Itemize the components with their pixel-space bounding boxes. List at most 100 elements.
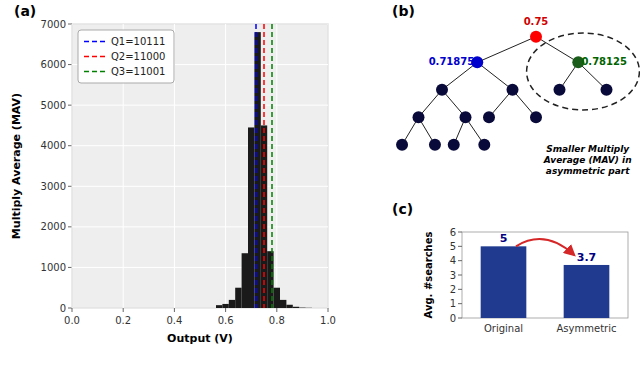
tick bbox=[174, 308, 175, 312]
reference-line bbox=[263, 24, 265, 308]
group-outline bbox=[527, 33, 640, 110]
data-label: 3.7 bbox=[577, 251, 597, 264]
tick-label: 5000 bbox=[41, 100, 66, 111]
y-axis-label: Multiply Average (MAV) bbox=[10, 93, 23, 239]
grid-line bbox=[72, 226, 328, 227]
tick bbox=[328, 308, 329, 312]
tick bbox=[458, 303, 462, 304]
grid-line bbox=[276, 24, 277, 308]
tick bbox=[458, 246, 462, 247]
tree-node bbox=[530, 31, 542, 43]
histogram-bar bbox=[306, 307, 312, 308]
histogram-bar bbox=[216, 305, 222, 308]
tick-label: 4 bbox=[450, 255, 456, 266]
tick-label: Original bbox=[484, 323, 523, 334]
grid-line bbox=[72, 145, 328, 146]
tick-label: 7000 bbox=[41, 19, 66, 30]
tree-edge bbox=[477, 37, 536, 63]
tick bbox=[68, 145, 72, 146]
bar bbox=[481, 246, 527, 318]
histogram-panel: (a)010002000300040005000600070000.00.20.… bbox=[10, 3, 336, 345]
tree-node bbox=[396, 139, 408, 151]
histogram-bar bbox=[222, 304, 228, 308]
plot-frame bbox=[462, 232, 628, 318]
annotation-line: Smaller Multiply bbox=[546, 144, 630, 154]
tree-panel: (b)0.750.718750.78125Smaller MultiplyAve… bbox=[392, 3, 639, 176]
tick-label: 1000 bbox=[41, 262, 66, 273]
annotation-line: Average (MAV) in bbox=[543, 155, 632, 165]
tick-label: 6 bbox=[450, 227, 456, 238]
tick bbox=[68, 24, 72, 25]
legend-entry: Q3=11001 bbox=[111, 66, 165, 77]
tick bbox=[68, 105, 72, 106]
tick bbox=[276, 308, 277, 312]
annotation-line: asymmetric part bbox=[546, 166, 630, 176]
tick bbox=[68, 267, 72, 268]
grid-line bbox=[72, 24, 328, 25]
figure: (a)010002000300040005000600070000.00.20.… bbox=[0, 0, 640, 370]
tick-label: 4000 bbox=[41, 140, 66, 151]
y-axis-label: Avg. #searches bbox=[423, 231, 434, 318]
tick bbox=[458, 260, 462, 261]
tick bbox=[68, 308, 72, 309]
tick-label: 0 bbox=[60, 303, 66, 314]
histogram-bar bbox=[242, 253, 248, 308]
grid-line bbox=[72, 24, 73, 308]
tick-label: 1.0 bbox=[320, 315, 336, 326]
tree-node bbox=[460, 111, 472, 123]
tick-label: 6000 bbox=[41, 59, 66, 70]
tree-node bbox=[429, 139, 441, 151]
tick-label: 3 bbox=[450, 270, 456, 281]
tick-label: 0.6 bbox=[218, 315, 234, 326]
tick bbox=[68, 64, 72, 65]
histogram-bar bbox=[229, 300, 235, 308]
legend-box bbox=[78, 30, 174, 83]
data-label: 0.75 bbox=[524, 16, 549, 27]
tick-label: 2000 bbox=[41, 221, 66, 232]
grid-line bbox=[72, 186, 328, 187]
data-label: 0.71875 bbox=[429, 56, 475, 67]
panel-label: (b) bbox=[392, 3, 415, 19]
grid-line bbox=[72, 105, 328, 106]
tick bbox=[458, 289, 462, 290]
tick bbox=[458, 275, 462, 276]
tick bbox=[225, 308, 226, 312]
tick bbox=[68, 186, 72, 187]
plot-area bbox=[72, 24, 328, 308]
tree-node bbox=[554, 84, 566, 96]
tick-label: 0 bbox=[450, 313, 456, 324]
grid-line bbox=[225, 24, 226, 308]
tree-node bbox=[483, 111, 495, 123]
arrow bbox=[516, 239, 574, 255]
tick-label: 0.2 bbox=[115, 315, 131, 326]
tick-label: 0.8 bbox=[269, 315, 285, 326]
grid-line bbox=[328, 24, 329, 308]
tick bbox=[458, 232, 462, 233]
x-axis-label: Output (V) bbox=[167, 332, 233, 345]
tree-node bbox=[601, 84, 613, 96]
tick-label: 1 bbox=[450, 298, 456, 309]
histogram-bar bbox=[235, 288, 241, 308]
tick-label: 2 bbox=[450, 284, 456, 295]
tree-node bbox=[478, 139, 490, 151]
histogram-bar bbox=[293, 307, 299, 308]
tick-label: 0.4 bbox=[166, 315, 182, 326]
tick-label: Asymmetric bbox=[557, 323, 617, 334]
panel-label: (c) bbox=[392, 201, 413, 217]
marks bbox=[481, 246, 610, 318]
legend-swatch bbox=[84, 41, 106, 43]
histogram-bar bbox=[286, 305, 292, 308]
tick-label: 0.0 bbox=[64, 315, 80, 326]
legend-swatch bbox=[84, 56, 106, 58]
legend-entry: Q1=10111 bbox=[111, 36, 165, 47]
tree-node bbox=[530, 111, 542, 123]
marks bbox=[216, 24, 312, 308]
legend-swatch bbox=[84, 71, 106, 73]
legend: Q1=10111Q2=11000Q3=11001 bbox=[78, 30, 174, 83]
histogram-bar bbox=[280, 300, 286, 308]
grid-line bbox=[72, 267, 328, 268]
panel-label: (a) bbox=[14, 3, 36, 19]
tree-node bbox=[507, 84, 519, 96]
tree-node bbox=[413, 111, 425, 123]
tree-node bbox=[448, 139, 460, 151]
